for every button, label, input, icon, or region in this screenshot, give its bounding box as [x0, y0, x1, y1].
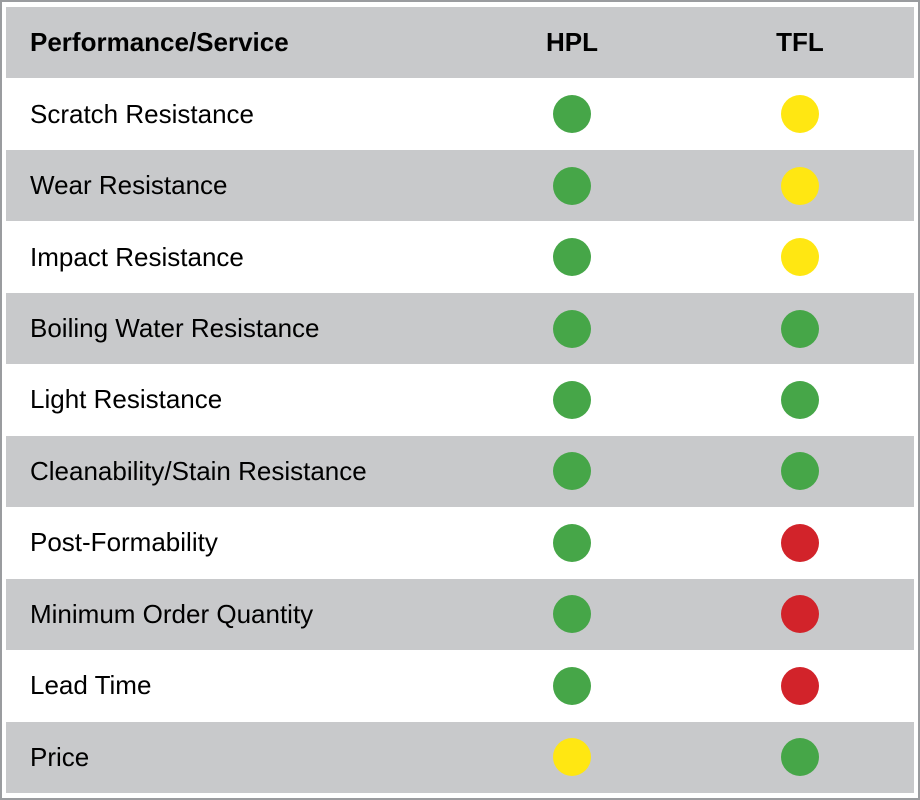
- row-label: Light Resistance: [30, 384, 223, 415]
- hpl-rating-dot-yellow: [553, 738, 591, 777]
- tfl-rating-dot-green: [781, 380, 819, 419]
- row-label: Scratch Resistance: [30, 98, 254, 129]
- tfl-rating-dot-red: [781, 595, 819, 634]
- hpl-rating-dot-green: [553, 666, 591, 705]
- hpl-rating-cell: [458, 166, 686, 205]
- table-row: Price: [6, 721, 914, 793]
- column-header-tfl: TFL: [776, 27, 824, 58]
- table-row: Minimum Order Quantity: [6, 578, 914, 651]
- tfl-rating-cell: [686, 666, 914, 705]
- table-row: Cleanability/Stain Resistance: [6, 435, 914, 508]
- row-label: Boiling Water Resistance: [30, 313, 320, 344]
- hpl-rating-dot-green: [553, 166, 591, 205]
- row-label: Cleanability/Stain Resistance: [30, 455, 367, 486]
- hpl-rating-dot-green: [553, 595, 591, 634]
- hpl-rating-dot-green: [553, 452, 591, 491]
- tfl-rating-dot-yellow: [781, 95, 819, 134]
- tfl-rating-cell: [686, 523, 914, 562]
- row-label: Minimum Order Quantity: [30, 598, 314, 629]
- row-label: Impact Resistance: [30, 241, 244, 272]
- tfl-rating-dot-yellow: [781, 238, 819, 277]
- tfl-rating-cell: [686, 595, 914, 634]
- tfl-rating-cell: [686, 238, 914, 277]
- tfl-rating-cell: [686, 452, 914, 491]
- column-header-hpl: HPL: [546, 27, 598, 58]
- hpl-rating-cell: [458, 595, 686, 634]
- tfl-rating-cell: [686, 95, 914, 134]
- hpl-rating-dot-green: [553, 95, 591, 134]
- hpl-rating-dot-green: [553, 380, 591, 419]
- table-row: Boiling Water Resistance: [6, 292, 914, 365]
- table-row: Lead Time: [6, 650, 914, 722]
- row-label: Post-Formability: [30, 527, 218, 558]
- tfl-rating-dot-green: [781, 738, 819, 777]
- hpl-rating-cell: [458, 95, 686, 134]
- column-header-performance-service: Performance/Service: [30, 27, 289, 58]
- table-row: Wear Resistance: [6, 149, 914, 222]
- hpl-rating-cell: [458, 738, 686, 777]
- hpl-rating-cell: [458, 309, 686, 348]
- tfl-rating-cell: [686, 309, 914, 348]
- tfl-rating-cell: [686, 166, 914, 205]
- hpl-rating-dot-green: [553, 523, 591, 562]
- tfl-rating-dot-red: [781, 523, 819, 562]
- tfl-rating-cell: [686, 380, 914, 419]
- tfl-rating-dot-green: [781, 309, 819, 348]
- table-header-row: Performance/Service HPL TFL: [6, 7, 914, 79]
- hpl-rating-cell: [458, 238, 686, 277]
- hpl-rating-cell: [458, 523, 686, 562]
- hpl-rating-cell: [458, 380, 686, 419]
- tfl-rating-cell: [686, 738, 914, 777]
- tfl-rating-dot-yellow: [781, 166, 819, 205]
- table-row: Scratch Resistance: [6, 78, 914, 150]
- row-label: Wear Resistance: [30, 170, 228, 201]
- hpl-rating-cell: [458, 666, 686, 705]
- table-row: Light Resistance: [6, 364, 914, 436]
- hpl-rating-dot-green: [553, 309, 591, 348]
- hpl-rating-cell: [458, 452, 686, 491]
- tfl-rating-dot-green: [781, 452, 819, 491]
- table-row: Post-Formability: [6, 507, 914, 579]
- table-row: Impact Resistance: [6, 221, 914, 293]
- tfl-rating-dot-red: [781, 666, 819, 705]
- row-label: Price: [30, 741, 90, 772]
- row-label: Lead Time: [30, 670, 152, 701]
- hpl-rating-dot-green: [553, 238, 591, 277]
